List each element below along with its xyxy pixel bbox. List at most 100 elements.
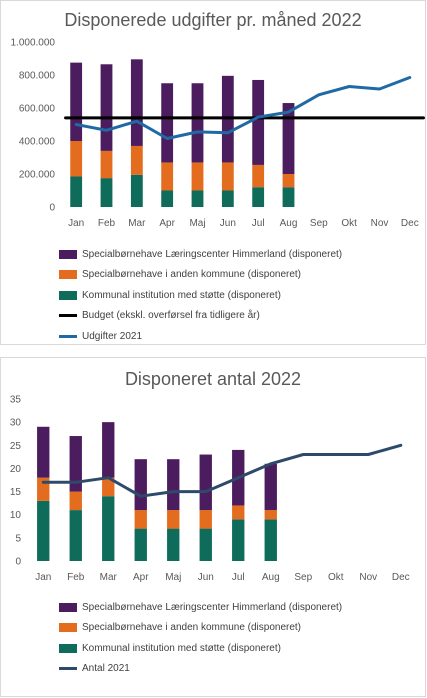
x-tick-label: Dec	[401, 218, 419, 229]
x-tick-label: Jun	[220, 218, 236, 229]
bar-specialbornehave-laeringscenter-himmerland-disponeret-feb	[69, 436, 82, 492]
bar-kommunal-institution-med-stotte-disponeret-feb	[100, 178, 113, 207]
legend-item: Specialbørnehave i anden kommune (dispon…	[59, 265, 342, 286]
bar-kommunal-institution-med-stotte-disponeret-maj	[191, 190, 204, 207]
x-tick-label: Nov	[371, 218, 389, 229]
bar-specialbornehave-i-anden-kommune-disponeret-jun	[221, 162, 234, 191]
chart-title: Disponeret antal 2022	[124, 369, 302, 389]
y-tick-label: 1.000.000	[11, 38, 56, 49]
legend-label: Antal 2021	[82, 663, 130, 675]
y-tick-label: 400.000	[19, 137, 56, 148]
count-plot: 0 5 10 15 20 25 30 35 Jan Feb Mar Apr Maj Jun Jul Aug Se…	[10, 395, 410, 584]
count-legend: Specialbørnehave Læringscenter Himmerlan…	[59, 597, 342, 679]
bar-specialbornehave-i-anden-kommune-disponeret-feb	[100, 150, 113, 179]
expenses-legend: Specialbørnehave Læringscenter Himmerlan…	[59, 244, 342, 347]
bar-specialbornehave-laeringscenter-himmerland-disponeret-maj	[167, 459, 180, 511]
legend-swatch	[59, 602, 77, 612]
x-tick-label: Jun	[198, 572, 214, 583]
bar-kommunal-institution-med-stotte-disponeret-jun	[199, 528, 212, 561]
legend-item: Kommunal institution med støtte (dispone…	[59, 638, 342, 659]
bar-kommunal-institution-med-stotte-disponeret-jul	[232, 519, 245, 561]
legend-item: Specialbørnehave Læringscenter Himmerlan…	[59, 597, 342, 618]
bar-specialbornehave-i-anden-kommune-disponeret-aug	[282, 174, 295, 188]
legend-label: Specialbørnehave Læringscenter Himmerlan…	[82, 601, 343, 613]
x-tick-label: Jan	[68, 218, 84, 229]
legend-item: Antal 2021	[59, 659, 342, 680]
bar-kommunal-institution-med-stotte-disponeret-apr	[134, 528, 147, 561]
bar-specialbornehave-i-anden-kommune-disponeret-apr	[161, 162, 174, 191]
bar-kommunal-institution-med-stotte-disponeret-jan	[37, 500, 50, 561]
count-chart-panel: Disponeret antal 2022 0 5 10 15 20 25 30 35 Jan F…	[0, 357, 426, 697]
x-tick-label: Jul	[252, 218, 265, 229]
bar-kommunal-institution-med-stotte-disponeret-feb	[69, 510, 82, 561]
bar-specialbornehave-laeringscenter-himmerland-disponeret-aug	[264, 463, 277, 511]
x-tick-label: Maj	[189, 218, 205, 229]
legend-label: Specialbørnehave i anden kommune (dispon…	[82, 622, 302, 634]
legend-label: Budget (ekskl. overførsel fra tidligere …	[82, 310, 260, 322]
x-tick-label: Jul	[232, 572, 245, 583]
bar-specialbornehave-laeringscenter-himmerland-disponeret-jan	[37, 426, 50, 478]
legend-swatch	[59, 667, 77, 671]
bar-specialbornehave-laeringscenter-himmerland-disponeret-jan	[70, 62, 83, 141]
x-tick-label: Aug	[280, 218, 298, 229]
bar-specialbornehave-laeringscenter-himmerland-disponeret-feb	[100, 64, 113, 151]
bar-kommunal-institution-med-stotte-disponeret-jul	[252, 187, 265, 207]
bar-kommunal-institution-med-stotte-disponeret-jun	[221, 190, 234, 207]
x-tick-label: Okt	[328, 572, 344, 583]
bar-specialbornehave-laeringscenter-himmerland-disponeret-maj	[191, 83, 204, 163]
x-tick-label: Apr	[133, 572, 149, 583]
x-tick-label: Sep	[310, 218, 328, 229]
legend-item: Udgifter 2021	[59, 326, 342, 347]
x-tick-label: Mar	[128, 218, 146, 229]
bar-specialbornehave-i-anden-kommune-disponeret-jul	[252, 164, 265, 188]
bar-specialbornehave-i-anden-kommune-disponeret-jan	[70, 141, 83, 177]
bar-specialbornehave-laeringscenter-himmerland-disponeret-apr	[134, 459, 147, 511]
legend-swatch	[59, 314, 77, 318]
bar-specialbornehave-i-anden-kommune-disponeret-maj	[167, 510, 180, 529]
y-tick-label: 20	[10, 464, 22, 475]
x-tick-label: Dec	[392, 572, 410, 583]
x-tick-label: Maj	[165, 572, 181, 583]
legend-swatch	[59, 623, 77, 633]
legend-item: Specialbørnehave i anden kommune (dispon…	[59, 618, 342, 639]
bar-specialbornehave-laeringscenter-himmerland-disponeret-aug	[282, 103, 295, 174]
x-tick-label: Feb	[67, 572, 85, 583]
legend-item: Budget (ekskl. overførsel fra tidligere …	[59, 306, 342, 327]
bar-kommunal-institution-med-stotte-disponeret-mar	[130, 174, 143, 207]
y-tick-label: 200.000	[19, 170, 56, 181]
legend-swatch	[59, 643, 77, 653]
y-tick-label: 800.000	[19, 71, 56, 82]
line-udgifter-2021	[74, 76, 412, 140]
legend-label: Udgifter 2021	[82, 330, 143, 342]
bar-kommunal-institution-med-stotte-disponeret-mar	[102, 496, 115, 561]
bar-kommunal-institution-med-stotte-disponeret-aug	[264, 519, 277, 561]
line-antal-2021	[41, 443, 403, 498]
bar-kommunal-institution-med-stotte-disponeret-jan	[70, 176, 83, 207]
y-tick-label: 15	[10, 487, 22, 498]
expenses-chart-panel: Disponerede udgifter pr. måned 2022 0 200…	[0, 0, 426, 345]
y-tick-label: 600.000	[19, 104, 56, 115]
legend-item: Kommunal institution med støtte (dispone…	[59, 285, 342, 306]
legend-label: Kommunal institution med støtte (dispone…	[82, 289, 281, 301]
bar-specialbornehave-laeringscenter-himmerland-disponeret-apr	[161, 83, 174, 163]
x-tick-label: Jan	[35, 572, 51, 583]
chart-title: Disponerede udgifter pr. måned 2022	[64, 10, 362, 30]
x-tick-label: Nov	[359, 572, 377, 583]
bar-kommunal-institution-med-stotte-disponeret-apr	[161, 190, 174, 207]
bar-specialbornehave-laeringscenter-himmerland-disponeret-mar	[130, 59, 143, 146]
bar-specialbornehave-i-anden-kommune-disponeret-mar	[102, 477, 115, 497]
expenses-plot: 0 200.000 400.000 600.000 800.000 1.000.000 Ja…	[11, 38, 425, 229]
x-tick-label: Okt	[341, 218, 357, 229]
bar-specialbornehave-i-anden-kommune-disponeret-maj	[191, 162, 204, 191]
y-tick-label: 5	[15, 533, 21, 544]
x-tick-label: Mar	[100, 572, 118, 583]
y-tick-label: 25	[10, 441, 22, 452]
y-tick-label: 35	[10, 395, 22, 406]
bar-specialbornehave-i-anden-kommune-disponeret-apr	[134, 510, 147, 529]
y-tick-label: 10	[10, 510, 22, 521]
bar-specialbornehave-i-anden-kommune-disponeret-aug	[264, 510, 277, 520]
y-tick-label: 0	[49, 203, 55, 214]
bar-specialbornehave-i-anden-kommune-disponeret-mar	[130, 145, 143, 175]
bar-specialbornehave-laeringscenter-himmerland-disponeret-mar	[102, 422, 115, 478]
x-tick-label: Apr	[159, 218, 175, 229]
